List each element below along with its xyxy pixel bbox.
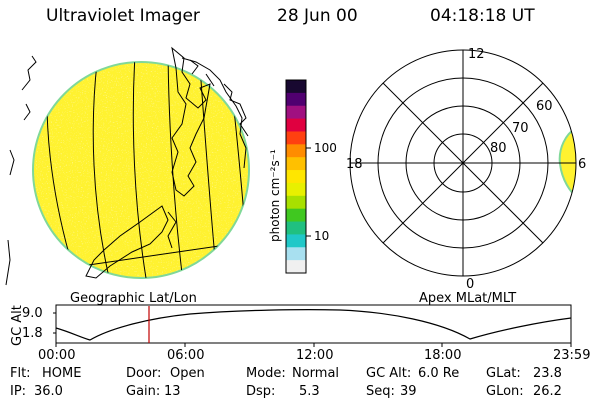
time-tick-0000: 00:00 <box>38 348 76 363</box>
colorbar-band <box>286 247 306 261</box>
colorbar-tick-10: 10 <box>314 229 330 243</box>
status-door-value: Open <box>170 366 205 381</box>
polar-emission-region <box>558 127 576 199</box>
coastlines <box>5 46 249 286</box>
status-gain-label: Gain: <box>126 384 161 399</box>
colorbar-band <box>286 170 306 184</box>
status-ip-label: IP: <box>10 384 27 399</box>
lat-label-80: 80 <box>490 141 507 156</box>
status-ip-value: 36.0 <box>34 384 63 399</box>
colorbar-band <box>286 221 306 235</box>
lat-label-70: 70 <box>512 121 529 136</box>
status-flt-value: HOME <box>42 366 82 381</box>
polar-plot <box>349 49 577 277</box>
status-dsp-label: Dsp: <box>246 384 276 399</box>
status-gain-value: 13 <box>164 384 181 399</box>
date-label: 28 Jun 00 <box>277 6 358 26</box>
colorbar-band <box>286 144 306 158</box>
mlt-label-0: 0 <box>466 277 475 292</box>
status-flt-label: Flt: <box>10 366 31 381</box>
status-glon-label: GLon: <box>486 384 524 399</box>
colorbar-band <box>286 195 306 210</box>
colorbar <box>285 79 311 274</box>
colorbar-band <box>286 260 306 274</box>
colorbar-band <box>286 118 306 133</box>
status-glat-value: 23.8 <box>533 366 562 381</box>
time-label: 04:18:18 UT <box>430 6 535 26</box>
mlt-label-6: 6 <box>578 157 587 172</box>
status-mode-label: Mode: <box>246 366 286 381</box>
status-seq-label: Seq: <box>366 384 395 399</box>
geographic-label: Geographic Lat/Lon <box>70 291 197 306</box>
altitude-chart <box>53 304 572 347</box>
colorbar-band <box>286 182 306 197</box>
colorbar-band <box>286 80 306 94</box>
time-tick-1200: 12:00 <box>296 348 334 363</box>
lat-label-60: 60 <box>536 99 553 114</box>
image-speckle <box>34 63 248 277</box>
colorbar-unit-label: photon cm⁻²s⁻¹ <box>268 149 282 242</box>
mlt-label-18: 18 <box>346 157 363 172</box>
status-gcalt-label: GC Alt: <box>366 366 412 381</box>
time-tick-2359: 23:59 <box>553 348 591 363</box>
colorbar-band <box>286 157 306 171</box>
time-tick-1800: 18:00 <box>424 348 462 363</box>
colorbar-band <box>286 208 306 223</box>
app-title: Ultraviolet Imager <box>46 6 200 26</box>
alt-tick-9: 9.0 <box>22 306 43 321</box>
status-glon-value: 26.2 <box>533 384 562 399</box>
colorbar-band <box>286 105 306 120</box>
colorbar-band <box>286 92 306 107</box>
colorbar-tick-100: 100 <box>314 141 337 155</box>
time-tick-0600: 06:00 <box>167 348 205 363</box>
status-mode-value: Normal <box>292 366 340 381</box>
alt-tick-1-8: 1.8 <box>22 326 43 341</box>
status-glat-label: GLat: <box>486 366 521 381</box>
status-dsp-value: 5.3 <box>299 384 320 399</box>
altitude-curve <box>55 309 572 341</box>
status-door-label: Door: <box>126 366 162 381</box>
mlt-label-12: 12 <box>468 47 485 62</box>
status-seq-value: 39 <box>400 384 417 399</box>
colorbar-band <box>286 234 306 248</box>
status-gcalt-value: 6.0 Re <box>418 366 460 381</box>
colorbar-band <box>286 131 306 145</box>
apex-label: Apex MLat/MLT <box>419 291 517 306</box>
geographic-map <box>5 46 250 286</box>
